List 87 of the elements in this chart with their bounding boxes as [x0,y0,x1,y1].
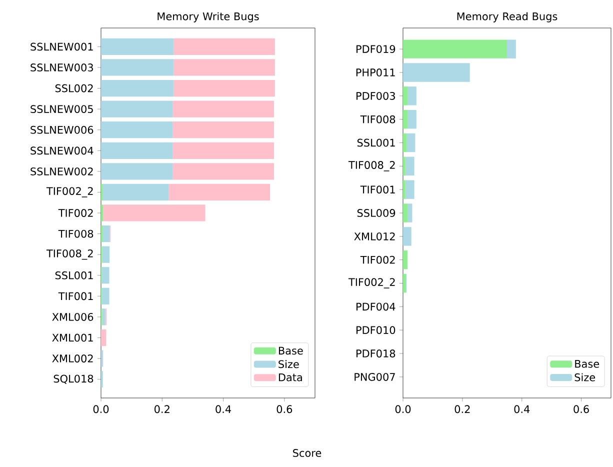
y-tick-label: SSLNEW002 [30,167,93,176]
y-tick-label: TIF002 [58,209,93,217]
y-tick-label: TIF008_2 [46,249,93,260]
bar [102,267,110,284]
x-tick-label: 0.4 [216,405,232,414]
legend-label: Size [278,360,299,368]
x-tick-label: 0.2 [154,405,170,414]
y-tick-label: XML001 [52,334,93,342]
bar [403,40,508,58]
bar [173,59,275,76]
y-tick-label: PNG007 [354,372,395,381]
y-tick-label: TIF002_2 [46,187,93,198]
y-tick-label: TIF001 [58,292,93,300]
bar [101,38,174,56]
bar [172,142,274,159]
bar [172,122,274,138]
x-tick-label: 0.6 [276,405,292,414]
bar [102,308,106,326]
bar [403,63,470,82]
bar [407,86,416,106]
x-tick-label: 0.6 [574,405,589,414]
bar [172,163,274,180]
y-tick-label: TIF008 [58,230,94,238]
y-tick-label: XML006 [52,312,94,321]
bar [403,133,407,152]
chart-title: Memory Read Bugs [457,12,558,22]
bar [101,59,174,76]
bar [403,250,408,270]
bar [101,100,173,118]
y-tick-label: TIF008_2 [348,161,395,172]
bar [102,225,110,242]
bar [405,156,414,176]
y-tick-label: PDF018 [356,350,396,358]
y-tick-label: SSLNEW006 [30,126,94,134]
legend-label: Data [278,374,302,382]
x-tick-label: 0.2 [454,405,470,414]
bar [103,204,206,222]
chart-title: Memory Write Bugs [158,12,259,22]
y-tick-label: PDF010 [356,326,396,334]
bar [406,133,416,152]
x-tick-label: 0.4 [514,405,530,414]
bar [102,246,110,263]
bar [407,110,416,129]
bar [101,80,174,97]
y-tick-label: SSLNEW004 [30,146,94,155]
bar [407,204,412,222]
bar [101,163,173,180]
x-tick-label: 0.0 [395,405,411,414]
bar [405,180,414,199]
y-tick-label: TIF002_2 [348,278,395,288]
y-tick-label: PDF003 [356,92,395,100]
bar [403,110,408,129]
y-tick-label: TIF002 [360,256,395,264]
bar [173,80,275,97]
x-axis-title: Score [293,449,322,457]
x-tick-label: 0.0 [93,405,109,414]
y-tick-label: TIF008 [360,115,396,124]
y-tick-label: SSL001 [55,271,93,280]
y-tick-label: SSLNEW001 [30,42,93,51]
bar [172,100,274,118]
y-tick-label: SQL018 [54,374,94,384]
y-tick-label: PDF004 [356,302,396,311]
y-tick-label: SSL001 [357,138,395,147]
bar [403,227,412,246]
bar [102,184,169,201]
bar [403,86,408,106]
bar [102,288,110,304]
bar [403,274,406,293]
y-tick-label: SSL002 [55,84,93,92]
bar [507,40,516,58]
bar [101,122,173,138]
y-tick-label: PHP011 [356,68,395,76]
legend-label: Base [575,360,600,368]
bar [403,204,408,222]
legend-label: Base [278,346,303,355]
bar [101,142,173,159]
bar [168,184,270,201]
y-tick-label: SSLNEW005 [30,105,93,114]
bar [101,329,106,346]
y-tick-label: XML012 [354,232,395,240]
y-tick-label: PDF019 [356,45,396,54]
y-tick-label: SSLNEW003 [30,64,93,72]
bar [173,38,275,56]
y-tick-label: TIF001 [360,186,395,194]
y-tick-label: XML002 [52,354,93,362]
legend-label: Size [574,373,596,382]
y-tick-label: SSL009 [357,209,396,217]
